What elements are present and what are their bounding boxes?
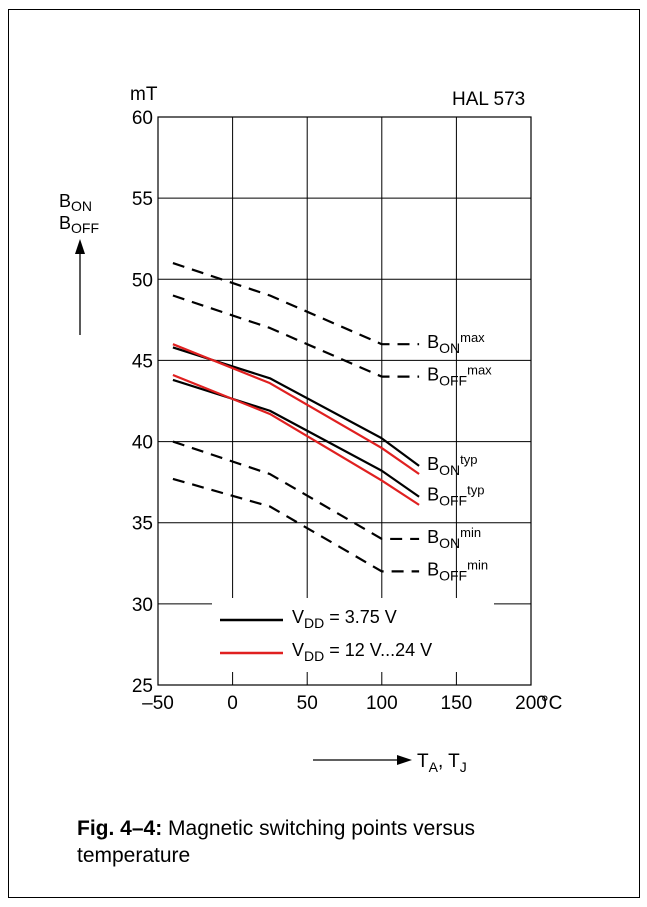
y-tick-label: 30 (132, 595, 153, 616)
series-line (172, 374, 420, 506)
series-line (172, 440, 420, 541)
series-label: BOFFtyp (427, 483, 484, 509)
series-label: BOFFmin (427, 557, 488, 583)
legend-label: VDD = 3.75 V (292, 607, 397, 631)
series-line (172, 294, 420, 378)
y-tick-label: 60 (132, 108, 153, 129)
x-tick-label: 50 (297, 693, 318, 714)
series-label: BONmin (427, 525, 481, 551)
x-tick-label: 200 (515, 693, 547, 714)
legend-label: VDD = 12 V...24 V (292, 640, 432, 664)
x-tick-label: 0 (227, 693, 238, 714)
x-axis-label: TA, TJ (417, 751, 467, 775)
series-line (172, 343, 420, 475)
x-tick-label: 100 (366, 693, 398, 714)
figure-frame (8, 9, 640, 898)
y-tick-label: 50 (132, 270, 153, 291)
series-label: BONmax (427, 330, 485, 356)
x-axis-arrowhead (397, 755, 412, 765)
series-line (172, 477, 420, 573)
x-unit-label: °C (541, 693, 562, 714)
y-tick-label: 40 (132, 433, 153, 454)
y-axis-label: BON (59, 191, 92, 214)
legend-box (212, 598, 494, 672)
series-label: BONtyp (427, 452, 477, 478)
x-tick-label: –50 (142, 693, 174, 714)
x-tick-label: 150 (441, 693, 473, 714)
y-tick-label: 45 (132, 351, 153, 372)
caption-text: Magnetic switching points versus tempera… (77, 817, 476, 867)
y-axis-arrowhead (75, 239, 85, 254)
y-unit-label: mT (130, 84, 158, 105)
plot-area-border (157, 116, 532, 686)
y-tick-label: 35 (132, 514, 153, 535)
device-label: HAL 573 (452, 89, 525, 110)
y-tick-label: 55 (132, 189, 153, 210)
y-tick-label: 25 (132, 676, 153, 697)
caption-figure-number: Fig. 4–4: (77, 817, 163, 840)
series-label: BOFFmax (427, 363, 492, 389)
series-line (172, 262, 420, 346)
y-axis-label: BOFF (59, 213, 99, 236)
figure-caption: Fig. 4–4: Magnetic switching points vers… (77, 815, 557, 869)
